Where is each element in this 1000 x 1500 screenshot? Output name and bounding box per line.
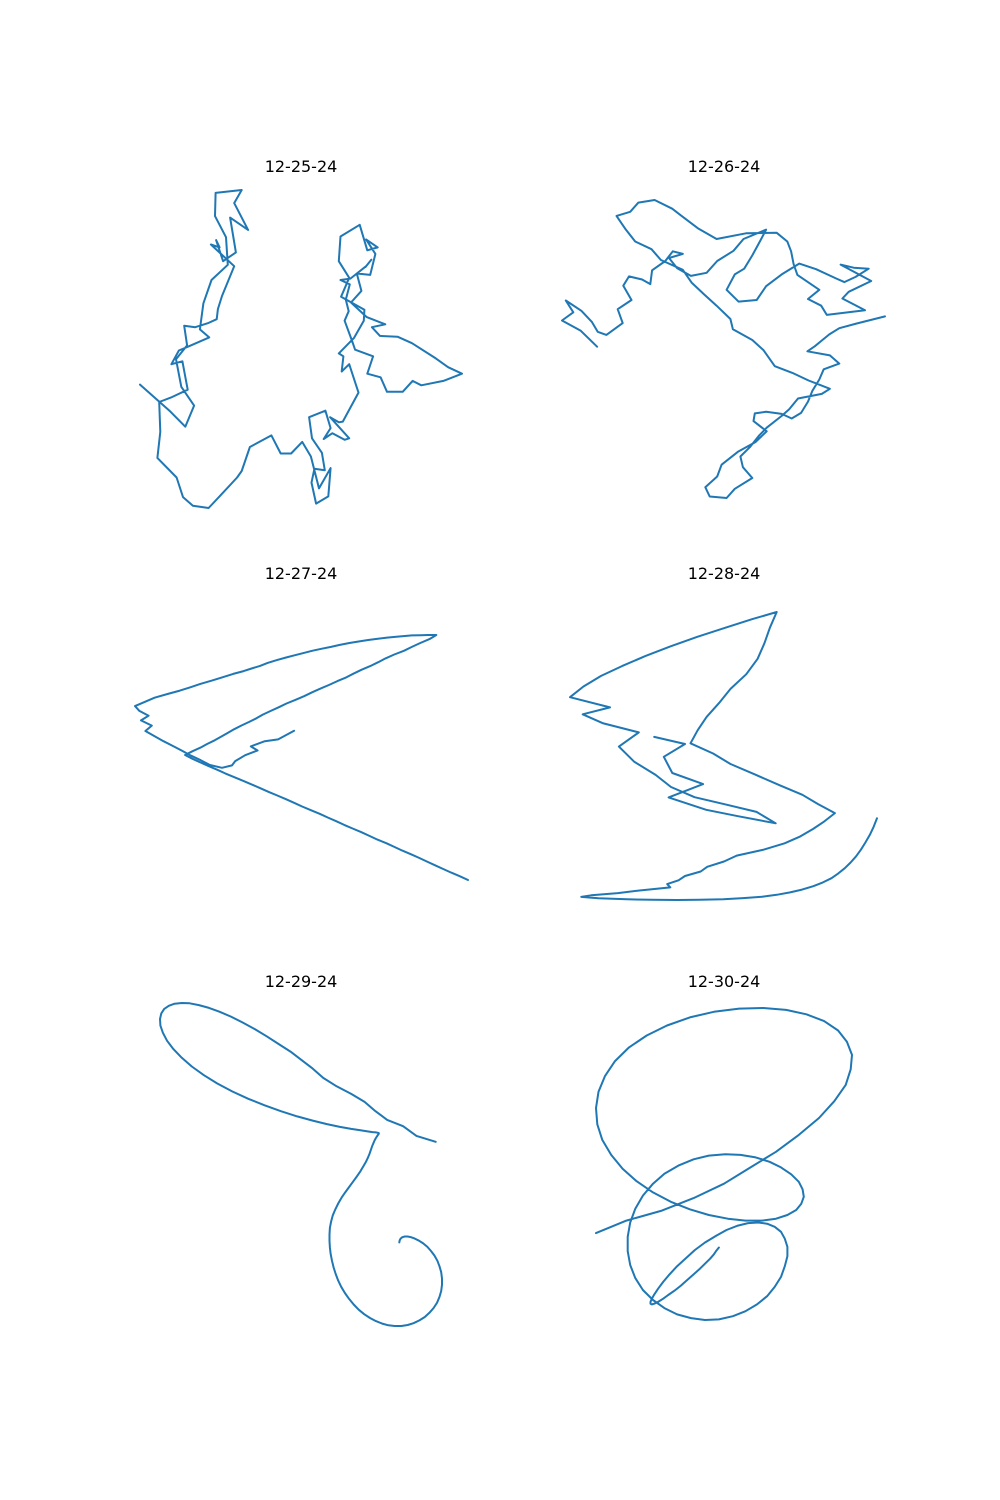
subplot-title-2: 12-26-24 bbox=[688, 157, 761, 176]
subplot-2: 12-26-24 bbox=[561, 157, 886, 499]
subplot-5: 12-29-24 bbox=[159, 972, 443, 1327]
walk-line-2 bbox=[561, 199, 886, 499]
walk-line-6 bbox=[595, 1007, 853, 1321]
subplot-6: 12-30-24 bbox=[595, 972, 853, 1321]
subplot-title-5: 12-29-24 bbox=[265, 972, 338, 991]
subplot-title-1: 12-25-24 bbox=[265, 157, 338, 176]
subplot-title-4: 12-28-24 bbox=[688, 564, 761, 583]
walk-line-3 bbox=[134, 634, 469, 881]
subplot-1: 12-25-24 bbox=[139, 157, 463, 509]
subplot-4: 12-28-24 bbox=[569, 564, 878, 901]
walk-line-5 bbox=[159, 1002, 443, 1327]
subplot-3: 12-27-24 bbox=[134, 564, 469, 881]
subplot-title-6: 12-30-24 bbox=[688, 972, 761, 991]
walk-line-1 bbox=[139, 189, 463, 509]
walk-line-4 bbox=[569, 611, 878, 901]
subplot-title-3: 12-27-24 bbox=[265, 564, 338, 583]
